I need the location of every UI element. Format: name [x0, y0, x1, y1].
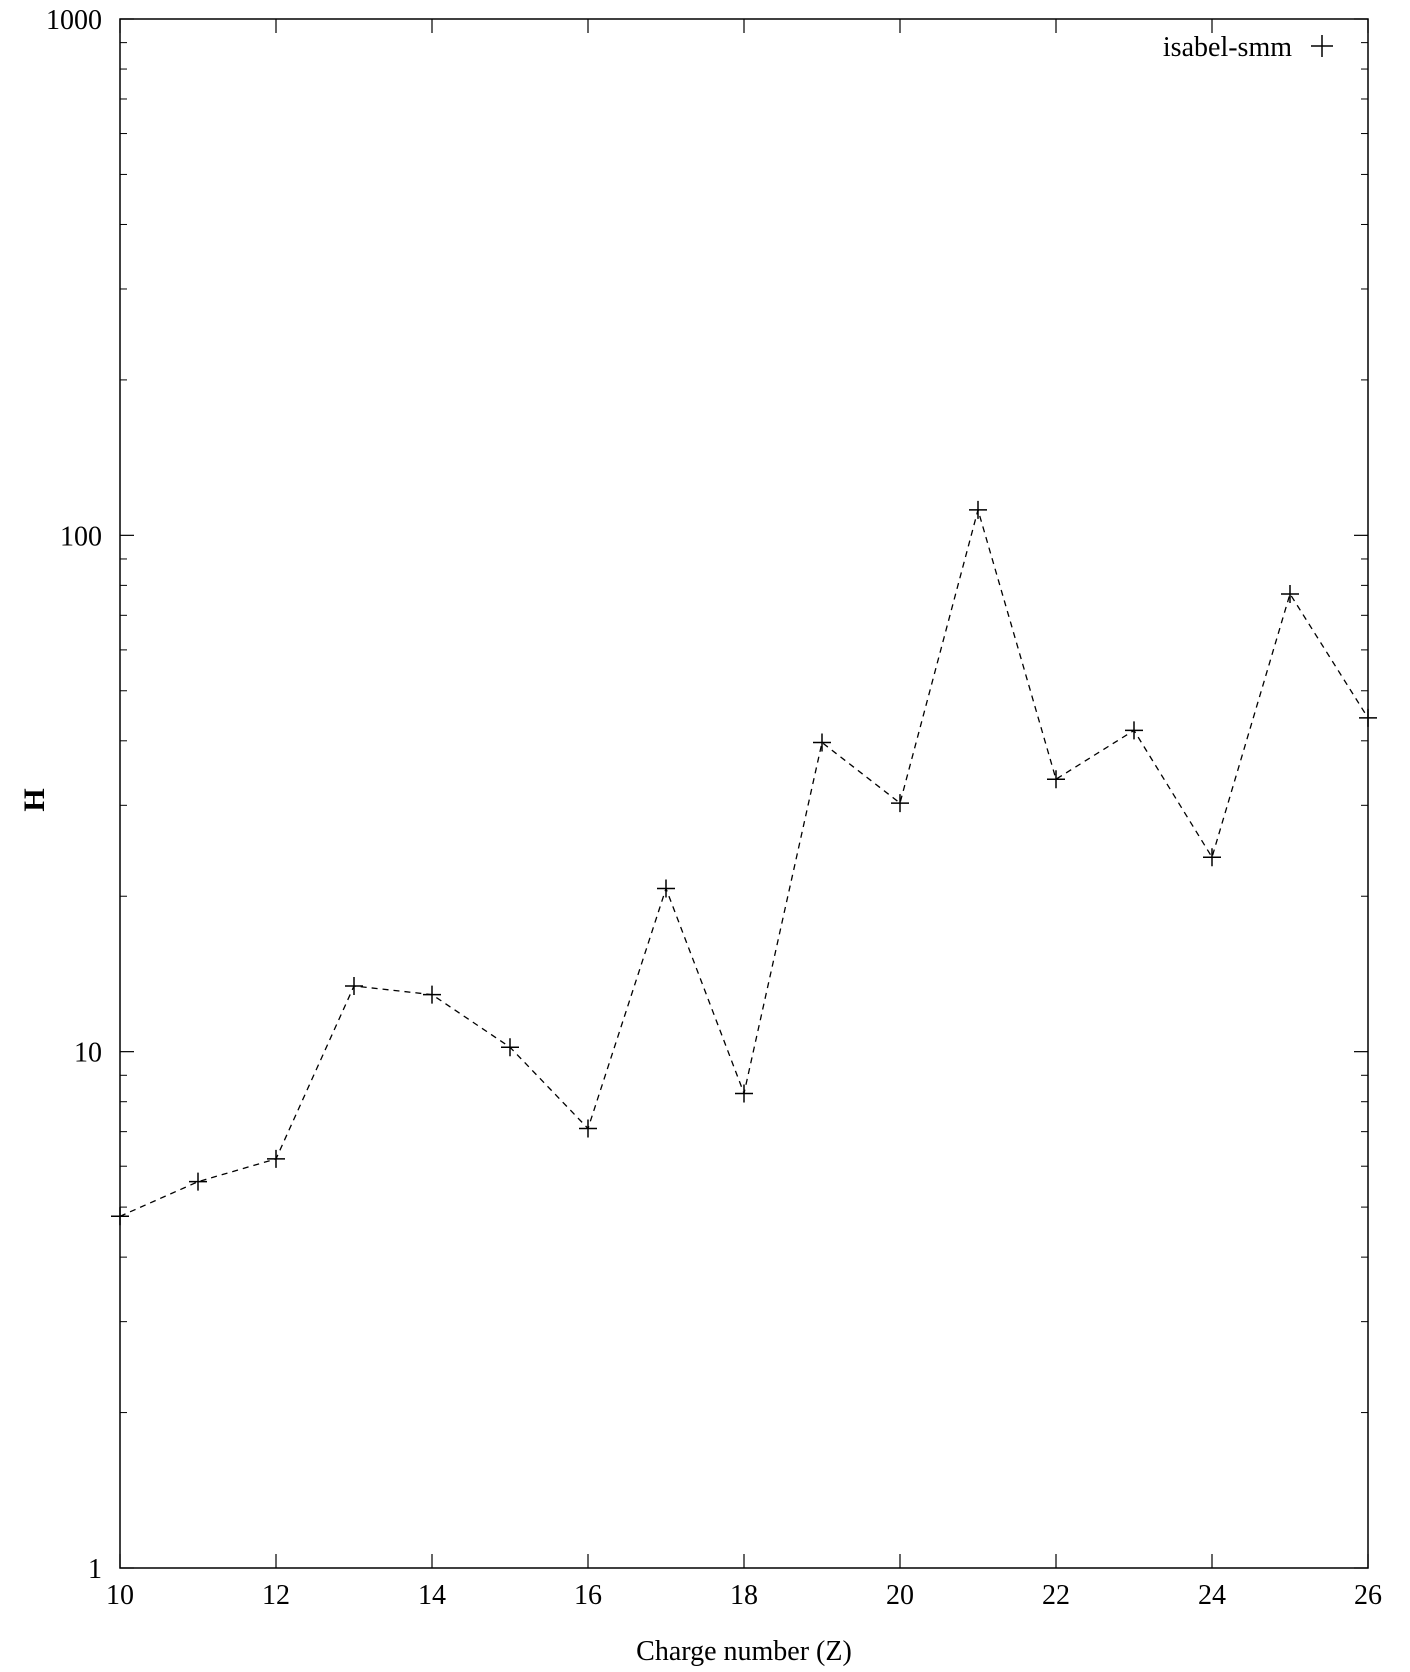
legend-label: isabel-smm	[1163, 32, 1292, 63]
x-tick-label: 14	[418, 1580, 446, 1611]
plot-frame	[119, 18, 1369, 1569]
x-tick-label: 26	[1354, 1580, 1382, 1611]
x-tick-label: 22	[1042, 1580, 1070, 1611]
x-tick-label: 16	[574, 1580, 602, 1611]
data-point	[1359, 708, 1377, 727]
data-point	[969, 500, 987, 519]
y-tick-label: 1000	[46, 5, 102, 36]
data-point	[813, 733, 831, 752]
data-point	[1281, 584, 1299, 603]
x-axis-label: Charge number (Z)	[636, 1636, 852, 1667]
x-tick-label: 10	[106, 1580, 134, 1611]
x-tick-label: 24	[1198, 1580, 1226, 1611]
data-point	[1125, 721, 1143, 740]
legend-marker	[1311, 35, 1333, 57]
data-point	[657, 879, 675, 898]
data-point	[501, 1038, 519, 1057]
y-axis-label: H	[18, 788, 51, 811]
y-tick-label: 100	[60, 521, 102, 552]
data-point	[345, 977, 363, 996]
data-point	[1203, 848, 1221, 867]
data-point	[189, 1172, 207, 1191]
x-tick-label: 18	[730, 1580, 758, 1611]
data-point	[423, 985, 441, 1004]
series-line	[119, 507, 1369, 1217]
data-point	[579, 1119, 597, 1138]
data-point	[267, 1149, 285, 1168]
data-point	[735, 1084, 753, 1103]
data-point	[891, 794, 909, 813]
axis-ticks	[119, 18, 1369, 1569]
x-tick-label: 12	[262, 1580, 290, 1611]
data-point	[1047, 770, 1065, 789]
x-tick-label: 20	[886, 1580, 914, 1611]
y-tick-label: 10	[74, 1038, 102, 1069]
legend: isabel-smm	[1163, 32, 1333, 63]
series-layer	[111, 500, 1377, 1226]
y-tick-label: 1	[88, 1554, 102, 1585]
data-point	[111, 1207, 129, 1226]
